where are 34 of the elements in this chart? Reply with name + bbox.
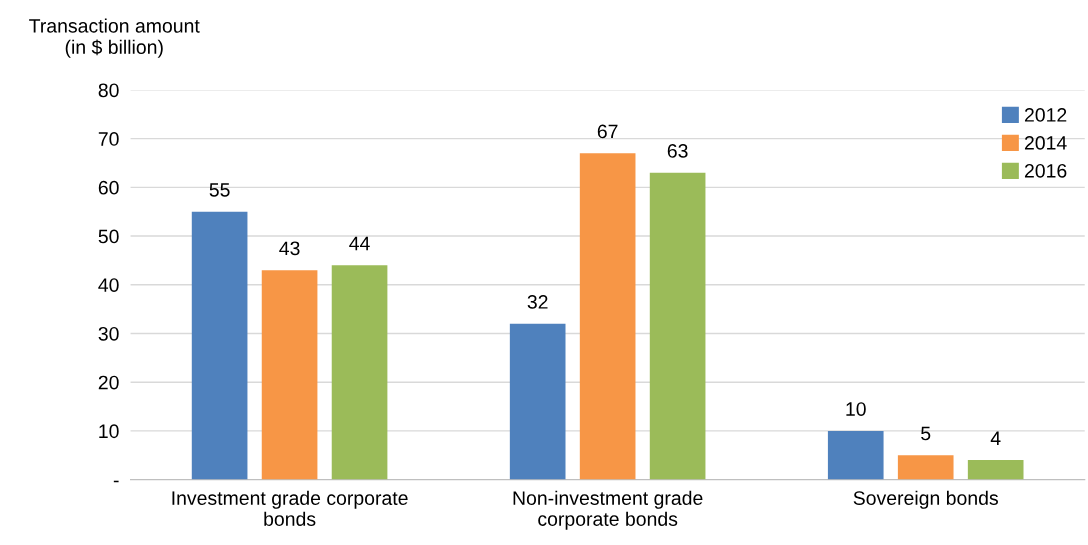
x-tick-label: Non-investment grade corporate bonds: [513, 490, 703, 530]
data-label: 43: [279, 241, 300, 256]
data-label: 5: [921, 426, 931, 441]
data-label: 67: [597, 124, 618, 139]
bar: [897, 455, 954, 480]
legend-label: 2016: [1024, 163, 1067, 178]
data-label: 4: [990, 431, 1001, 445]
bar: [331, 265, 388, 480]
bar: [967, 460, 1024, 480]
bar: [649, 172, 706, 480]
y-tick-label: 50: [98, 229, 119, 244]
data-label: 63: [667, 144, 688, 158]
y-tick-label: -: [113, 480, 119, 483]
legend-label: 2014: [1024, 135, 1067, 150]
bar: [579, 153, 636, 480]
legend-label: 2012: [1024, 108, 1067, 122]
bar: [261, 270, 318, 480]
bar: [509, 323, 566, 480]
data-label: 32: [527, 295, 548, 309]
data-label: 55: [209, 183, 230, 197]
y-tick-label: 60: [98, 180, 119, 195]
y-axis-title: Transaction amount (in $ billion): [29, 18, 200, 58]
y-tick-label: 40: [98, 278, 119, 292]
bar: [191, 211, 248, 480]
data-label: 44: [349, 236, 370, 251]
y-tick-label: 30: [98, 326, 119, 341]
y-tick-label: 10: [99, 424, 119, 439]
y-tick-label: 20: [98, 375, 119, 390]
y-tick-label: 80: [98, 83, 119, 98]
x-tick-label: Investment grade corporate bonds: [172, 490, 408, 526]
data-label: 10: [846, 402, 866, 416]
bar: [827, 430, 884, 480]
x-tick-label: Sovereign bonds: [853, 490, 998, 509]
y-tick-label: 70: [98, 132, 119, 146]
